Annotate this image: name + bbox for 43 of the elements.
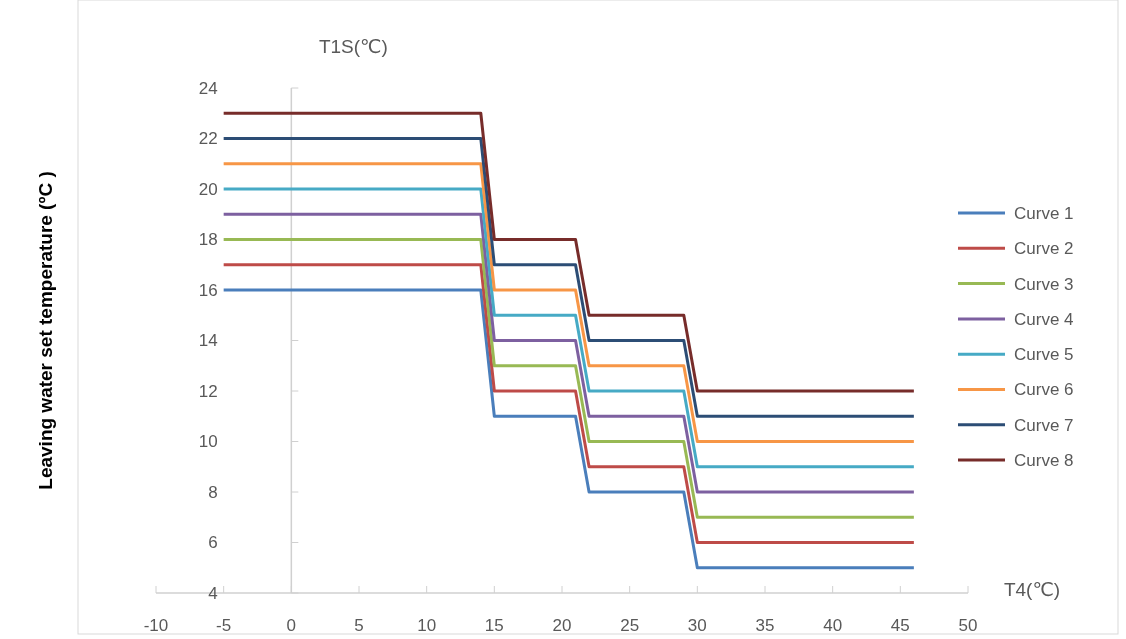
x-tick-label: 15 <box>484 616 504 635</box>
x-tick-label: -10 <box>143 616 169 635</box>
legend-label: Curve 2 <box>1014 239 1074 259</box>
y-tick-label: 16 <box>198 280 218 300</box>
legend-label: Curve 4 <box>1014 309 1074 329</box>
line-series <box>222 212 916 494</box>
legend-label: Curve 6 <box>1014 380 1074 400</box>
x-tick-label: 20 <box>552 616 572 635</box>
line-series <box>222 137 916 418</box>
x-tick-label: -5 <box>216 616 232 635</box>
y-tick-label: 10 <box>198 432 218 452</box>
legend-label: Curve 7 <box>1014 415 1074 435</box>
line-series <box>222 111 916 393</box>
x-tick-label: 10 <box>417 616 437 635</box>
x-tick-label: 35 <box>755 616 775 635</box>
y-tick-label: 18 <box>198 230 218 250</box>
y-tick-label: 22 <box>198 129 218 149</box>
y-tick-label: 8 <box>208 482 218 502</box>
x-tick-label: 30 <box>687 616 707 635</box>
y-tick-label: 4 <box>208 583 218 603</box>
legend-label: Curve 3 <box>1014 274 1074 294</box>
line-series <box>222 162 916 443</box>
legend-label: Curve 1 <box>1014 203 1074 223</box>
x-tick-label: 50 <box>958 616 978 635</box>
y-tick-label: 24 <box>198 78 218 98</box>
y-tick-label: 20 <box>198 179 218 199</box>
x-tick-label: 0 <box>286 616 297 635</box>
y-axis-title: Leaving water set temperature (ºC ) <box>35 171 56 490</box>
legend-label: Curve 8 <box>1014 451 1074 471</box>
line-series <box>222 238 916 519</box>
line-series <box>222 263 916 544</box>
legend-label: Curve 5 <box>1014 345 1074 365</box>
y-tick-label: 14 <box>198 331 218 351</box>
x-axis-title: T4(℃) <box>1003 579 1061 600</box>
y-tick-label: 6 <box>208 533 218 553</box>
x-tick-label: 45 <box>890 616 910 635</box>
x-tick-label: 5 <box>354 616 364 635</box>
y-tick-label: 12 <box>198 381 218 401</box>
x-tick-label: 40 <box>823 616 843 635</box>
x-tick-label: 25 <box>620 616 640 635</box>
line-series <box>222 187 916 469</box>
line-series <box>222 288 916 570</box>
text: T1S(℃) <box>318 36 388 57</box>
